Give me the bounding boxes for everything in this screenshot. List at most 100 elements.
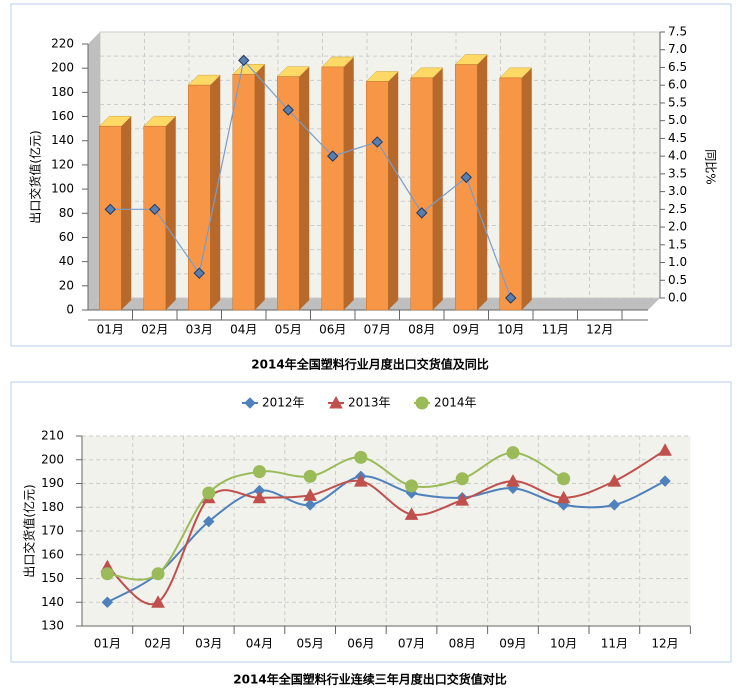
x-tick-label: 03月 [186, 323, 213, 337]
marker [557, 472, 571, 486]
marker [304, 499, 316, 511]
x-tick-label: 07月 [364, 323, 391, 337]
marker [506, 446, 520, 460]
y-tick-label: 120 [51, 157, 74, 171]
x-tick-label: 01月 [97, 323, 124, 337]
bar-side [299, 66, 310, 311]
marker [202, 486, 216, 500]
x-tick-label: 03月 [195, 637, 222, 651]
x-tick-label: 07月 [398, 637, 425, 651]
marker [416, 207, 428, 219]
chart-title: 2014年全国塑料行业连续三年月度出口交货值对比 [233, 672, 506, 687]
bar [455, 64, 478, 311]
bar-side [432, 67, 443, 310]
bar-side [388, 71, 399, 311]
y-axis-label: 出口交货值(亿元) [22, 484, 37, 577]
legend-label: 2014年 [434, 396, 477, 410]
marker [505, 292, 517, 304]
left-wall [88, 32, 100, 310]
y-tick-label: 180 [41, 500, 64, 514]
y-tick-label: 60 [59, 230, 74, 244]
marker [354, 450, 368, 464]
line [110, 59, 512, 299]
marker [371, 136, 383, 148]
x-tick-label: 08月 [408, 323, 435, 337]
y-tick-label: 150 [41, 571, 64, 585]
x-tick-label: 06月 [319, 323, 346, 337]
legend-label: 2013年 [348, 396, 391, 410]
x-tick-label: 10月 [550, 637, 577, 651]
y-tick-label: 220 [51, 37, 74, 51]
y-tick-label: 170 [41, 524, 64, 538]
y-tick-label: 190 [41, 476, 64, 490]
y-tick-label: 80 [59, 206, 74, 220]
y2-tick-label: 7.0 [668, 42, 687, 56]
marker [405, 479, 419, 493]
bar-side [121, 116, 132, 310]
y-tick-label: 0 [66, 303, 74, 317]
y-tick-label: 200 [41, 452, 64, 466]
bar-side [165, 116, 176, 310]
y-tick-label: 100 [51, 182, 74, 196]
bar [143, 125, 166, 311]
marker [404, 507, 419, 520]
x-tick-label: 01月 [94, 637, 121, 651]
y2-tick-label: 3.5 [668, 166, 687, 180]
y-axis-label: 出口交货值(亿元) [28, 130, 43, 223]
marker [303, 469, 317, 483]
y2-tick-label: 6.0 [668, 78, 687, 92]
y2-tick-label: 2.5 [668, 202, 687, 216]
legend-label: 2012年 [262, 396, 305, 410]
y-tick-label: 140 [41, 595, 64, 609]
bar [232, 73, 255, 311]
bar [499, 77, 522, 311]
y2-tick-label: 1.5 [668, 237, 687, 251]
x-tick-label: 02月 [141, 323, 168, 337]
y2-tick-label: 6.5 [668, 60, 687, 74]
marker [238, 54, 250, 67]
marker [151, 595, 165, 608]
x-tick-label: 12月 [586, 323, 613, 337]
x-tick-label: 02月 [144, 637, 171, 651]
bar [321, 66, 344, 311]
y2-tick-label: 3.0 [668, 184, 687, 198]
y2-tick-label: 7.5 [668, 25, 687, 39]
marker [149, 203, 161, 216]
marker [415, 396, 429, 410]
bar [99, 125, 122, 311]
marker [252, 490, 267, 504]
y2-tick-label: 4.5 [668, 131, 687, 145]
marker [455, 493, 470, 506]
y-tick-label: 20 [59, 278, 74, 292]
bar [410, 77, 433, 311]
x-tick-label: 12月 [651, 637, 678, 651]
x-tick-label: 04月 [230, 323, 257, 337]
marker [506, 474, 520, 487]
marker [101, 596, 114, 608]
bar [366, 81, 389, 311]
marker [327, 150, 339, 162]
x-tick-label: 04月 [246, 637, 273, 651]
marker [252, 465, 266, 479]
marker [282, 104, 294, 116]
y-tick-label: 130 [41, 619, 64, 633]
y2-tick-label: 0.5 [668, 273, 687, 287]
x-tick-label: 06月 [347, 637, 374, 651]
line [107, 451, 565, 581]
y2-tick-label: 0.0 [668, 291, 687, 305]
marker [100, 567, 114, 581]
y2-tick-label: 5.0 [668, 113, 687, 127]
marker [608, 499, 621, 511]
y2-axis-label: 同比% [704, 149, 718, 184]
x-tick-label: 05月 [297, 637, 324, 651]
x-tick-label: 10月 [497, 323, 524, 337]
y-tick-label: 200 [51, 61, 74, 75]
marker [659, 475, 671, 487]
y-tick-label: 180 [51, 85, 74, 99]
y-tick-label: 160 [41, 547, 64, 561]
y2-tick-label: 2.0 [668, 220, 687, 234]
y2-tick-label: 5.5 [668, 95, 687, 109]
marker [556, 490, 571, 504]
marker [455, 472, 469, 486]
